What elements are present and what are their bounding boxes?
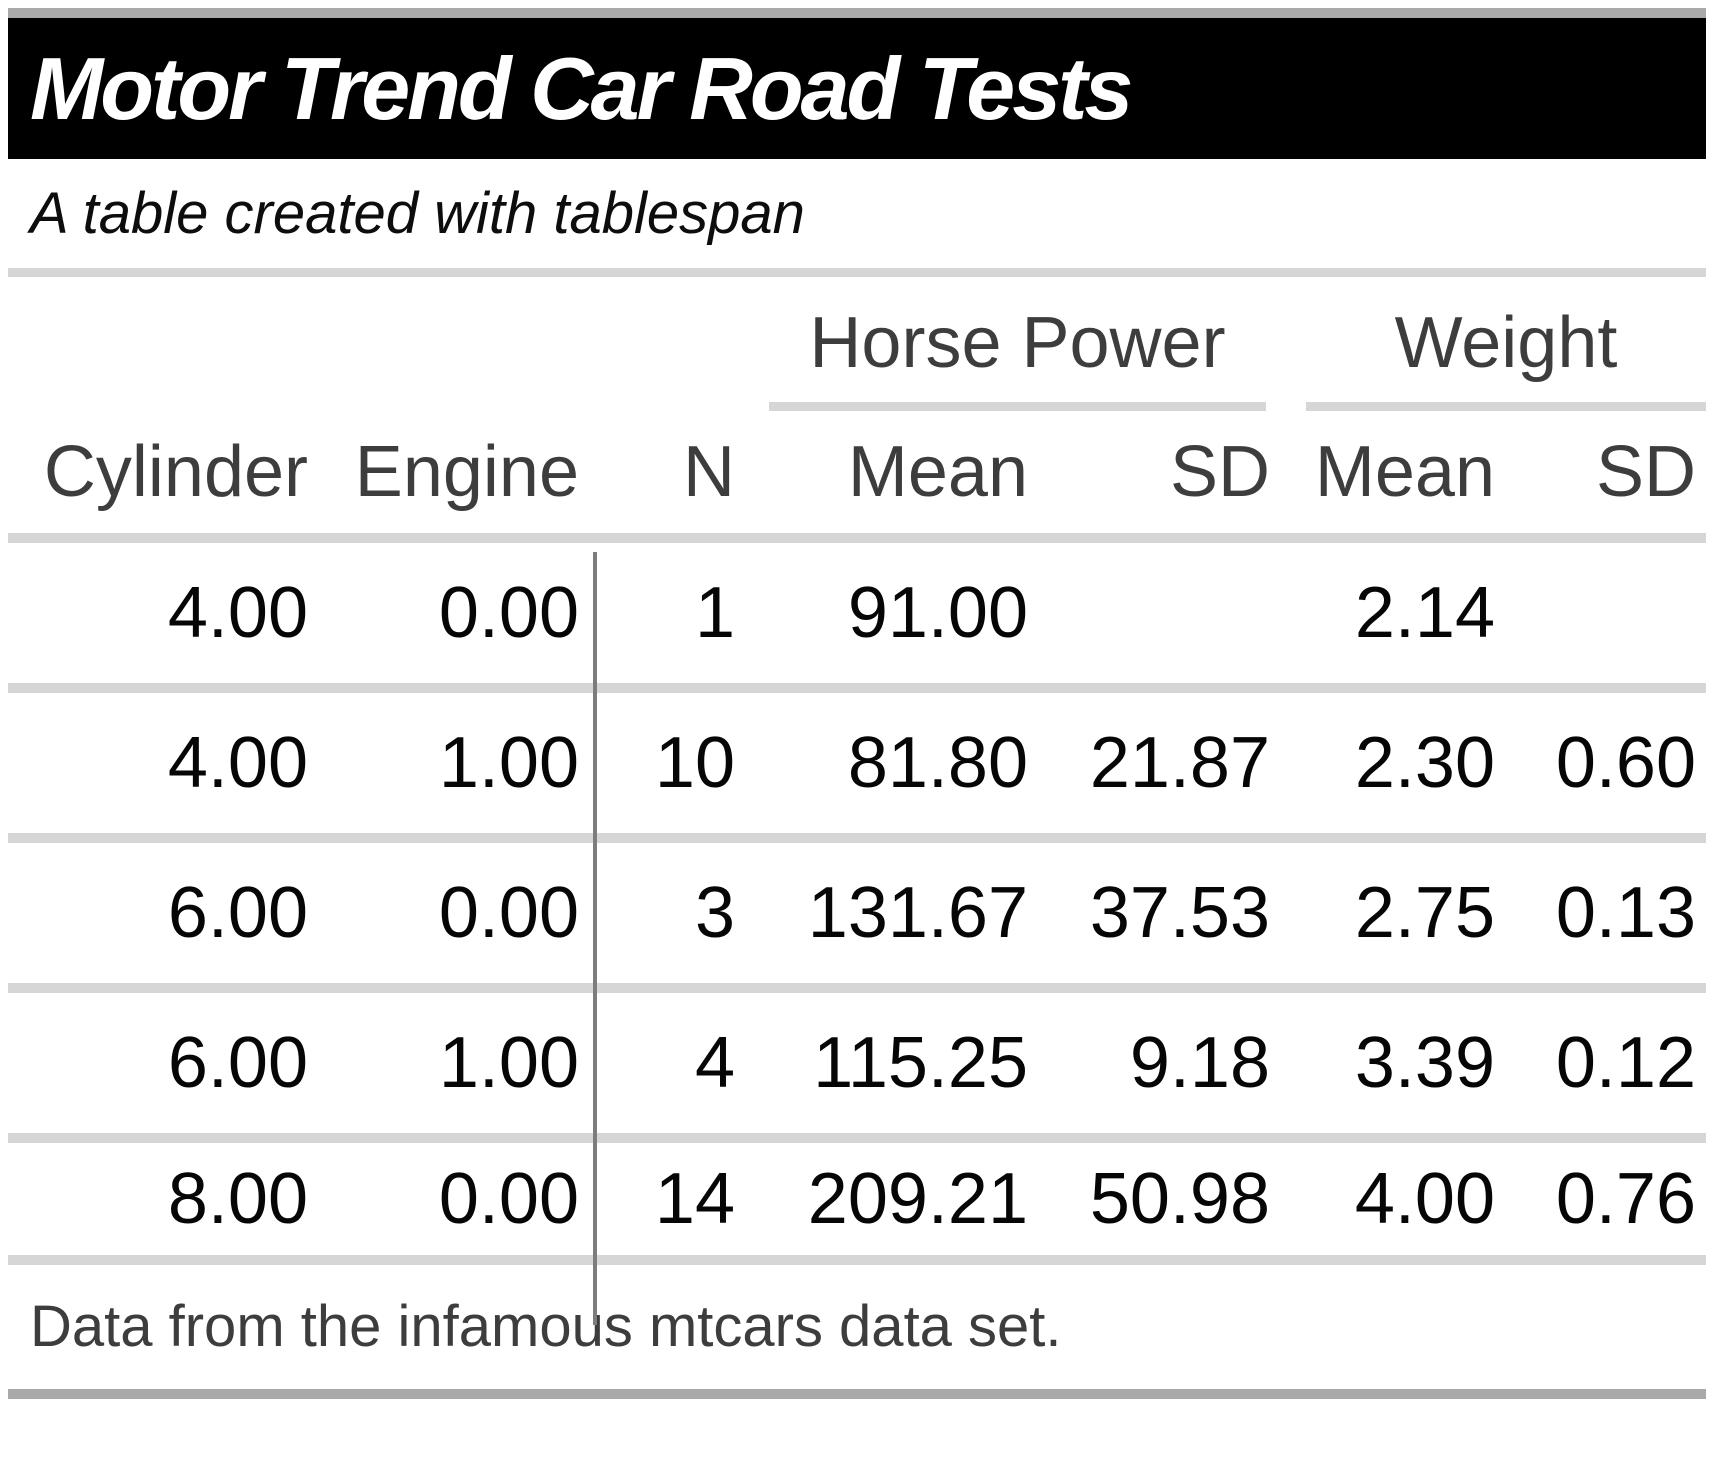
table-cell: 9.18	[1040, 987, 1280, 1143]
page-title: Motor Trend Car Road Tests	[30, 38, 1133, 138]
table-cell: 0.00	[330, 837, 593, 993]
table-cell: 2.75	[1280, 837, 1505, 993]
spanner-weight-label: Weight	[1306, 302, 1707, 411]
table-cell	[1505, 537, 1707, 693]
table-head: Horse Power Weight Cylinder Engine N Mea…	[8, 273, 1707, 543]
spanner-row: Horse Power Weight	[8, 273, 1707, 411]
table-cell: 3.39	[1280, 987, 1505, 1143]
table-cell: 131.67	[755, 837, 1040, 993]
table-cell: 1.00	[330, 987, 593, 1143]
table-cell: 0.00	[330, 537, 593, 693]
table-cell: 10	[593, 687, 755, 843]
page-subtitle: A table created with tablespan	[30, 181, 805, 246]
table-cell: 8.00	[8, 1137, 330, 1265]
column-header-wt-sd: SD	[1505, 410, 1707, 543]
table-cell: 209.21	[755, 1137, 1040, 1265]
table-cell: 50.98	[1040, 1137, 1280, 1265]
table-cell: 4.00	[8, 537, 330, 693]
table-cell: 0.76	[1505, 1137, 1707, 1265]
table-cell: 0.00	[330, 1137, 593, 1265]
table-cell: 2.30	[1280, 687, 1505, 843]
summary-table: Horse Power Weight Cylinder Engine N Mea…	[8, 268, 1707, 1265]
table-cell: 37.53	[1040, 837, 1280, 993]
table-cell: 4.00	[8, 687, 330, 843]
table-cell: 91.00	[755, 537, 1040, 693]
footer-note: Data from the infamous mtcars data set.	[30, 1294, 1062, 1359]
top-edge-bar	[8, 8, 1706, 18]
spanner-spacer	[8, 273, 755, 411]
column-header-n: N	[593, 410, 755, 543]
table-row: 4.00 1.00 10 81.80 21.87 2.30 0.60	[8, 687, 1707, 843]
table-cell: 2.14	[1280, 537, 1505, 693]
table-cell: 14	[593, 1137, 755, 1265]
bottom-edge-bar	[8, 1388, 1706, 1399]
table-cell: 6.00	[8, 837, 330, 993]
table-cell: 4.00	[1280, 1137, 1505, 1265]
table-cell: 0.60	[1505, 687, 1707, 843]
subtitle-block: A table created with tablespan	[8, 159, 1706, 268]
column-header-hp-sd: SD	[1040, 410, 1280, 543]
table-cell: 4	[593, 987, 755, 1143]
column-header-hp-mean: Mean	[755, 410, 1040, 543]
table-cell: 6.00	[8, 987, 330, 1143]
table-cell: 115.25	[755, 987, 1040, 1143]
table-cell: 0.13	[1505, 837, 1707, 993]
table-cell: 1	[593, 537, 755, 693]
column-header-row: Cylinder Engine N Mean SD Mean SD	[8, 410, 1707, 543]
table-row: 4.00 0.00 1 91.00 2.14	[8, 537, 1707, 693]
spanner-horse-power: Horse Power	[755, 273, 1280, 411]
spanner-horse-power-label: Horse Power	[769, 302, 1266, 411]
column-header-wt-mean: Mean	[1280, 410, 1505, 543]
table-cell: 81.80	[755, 687, 1040, 843]
table-cell: 0.12	[1505, 987, 1707, 1143]
table-row: 6.00 0.00 3 131.67 37.53 2.75 0.13	[8, 837, 1707, 993]
footer-block: Data from the infamous mtcars data set.	[8, 1265, 1706, 1389]
table-cell: 21.87	[1040, 687, 1280, 843]
table-cell	[1040, 537, 1280, 693]
table-cell: 3	[593, 837, 755, 993]
column-header-cylinder: Cylinder	[8, 410, 330, 543]
table-cell: 1.00	[330, 687, 593, 843]
spanner-weight: Weight	[1280, 273, 1707, 411]
table-body: 4.00 0.00 1 91.00 2.14 4.00 1.00 10 81.80 21.87 2.…	[8, 537, 1707, 1265]
column-divider-line	[593, 552, 597, 1325]
table-row: 6.00 1.00 4 115.25 9.18 3.39 0.12	[8, 987, 1707, 1143]
table-row: 8.00 0.00 14 209.21 50.98 4.00 0.76	[8, 1137, 1707, 1265]
column-header-engine: Engine	[330, 410, 593, 543]
title-banner: Motor Trend Car Road Tests	[8, 18, 1706, 159]
